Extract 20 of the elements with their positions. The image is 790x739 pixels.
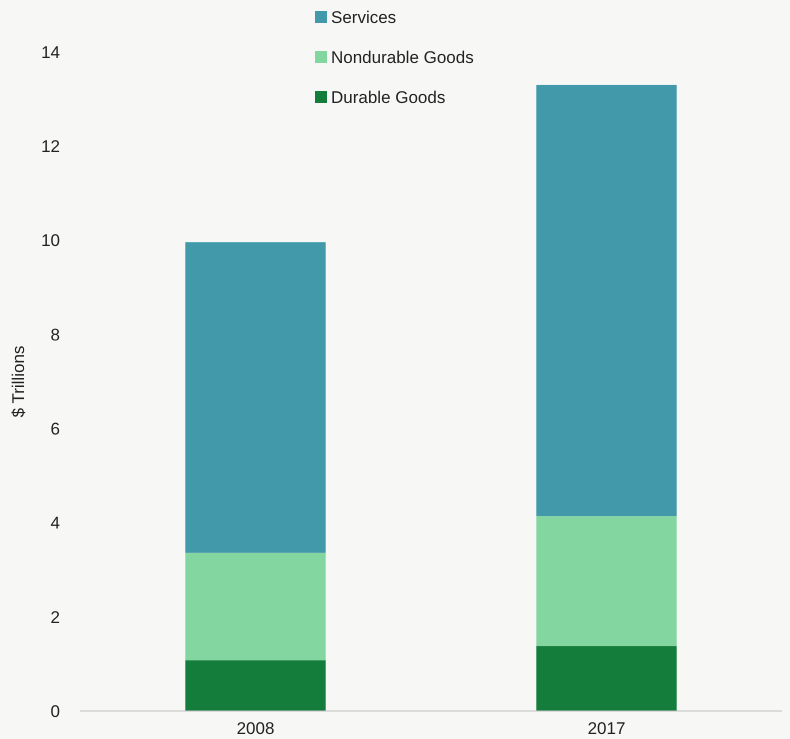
y-tick-label: 10 [41,231,60,250]
y-axis-title: $ Trillions [9,346,28,418]
x-tick-label: 2017 [588,719,626,738]
y-tick-label: 12 [41,137,60,156]
bar [536,516,677,646]
legend-label: Nondurable Goods [331,48,474,67]
y-tick-label: 14 [41,42,60,62]
y-tick-label: 4 [50,514,60,533]
y-tick-label: 2 [50,608,60,627]
bar [185,660,326,711]
bar [185,242,326,553]
bar [536,84,677,516]
legend-label: Services [331,8,396,27]
y-tick-label: 8 [50,325,60,344]
y-tick-label: 6 [50,420,60,439]
x-tick-label: 2008 [236,719,274,738]
legend-label: Durable Goods [331,88,446,107]
y-tick-label: 0 [50,702,60,721]
bar [536,646,677,711]
bar [185,552,326,660]
